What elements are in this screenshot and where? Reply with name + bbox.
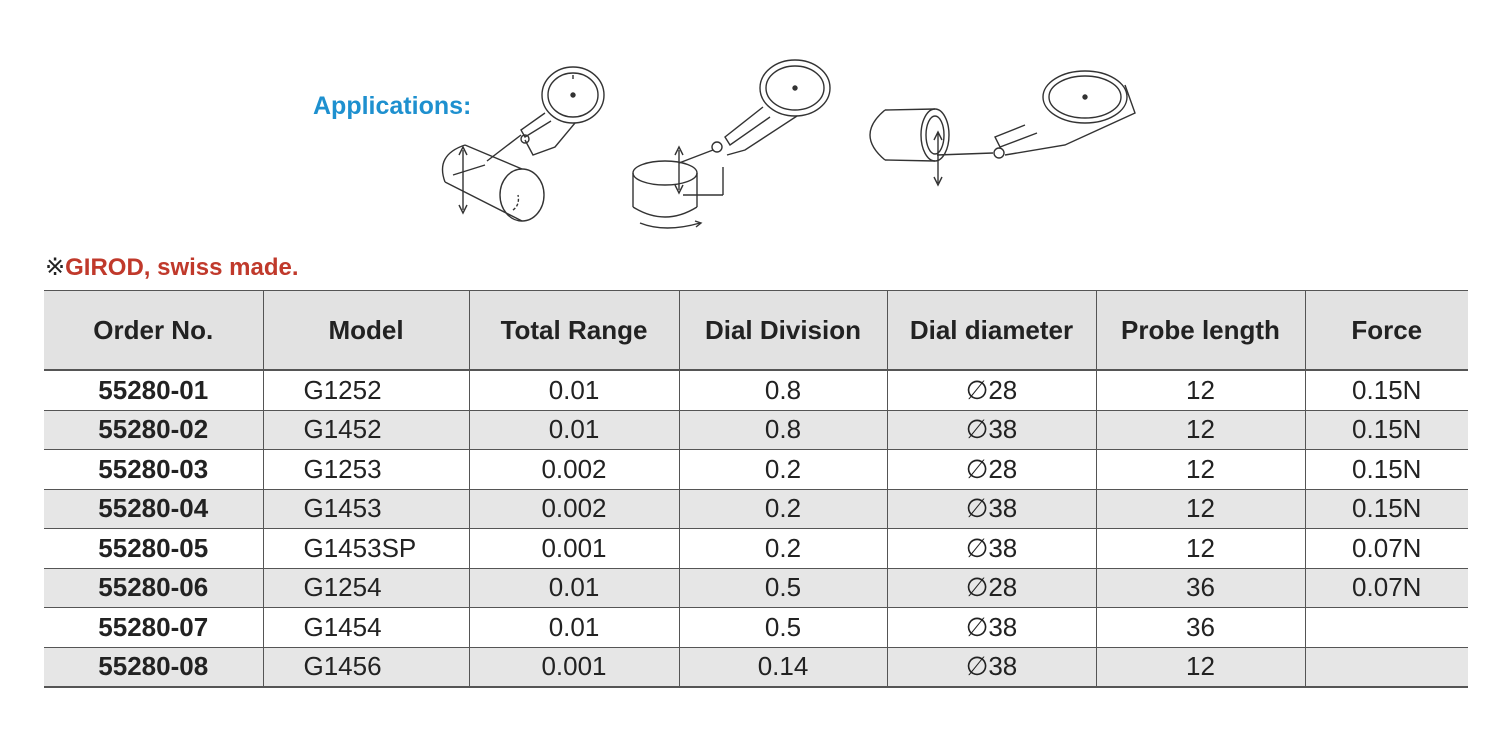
column-header-probe-length: Probe length <box>1095 290 1305 371</box>
column-header-dial-division: Dial Division <box>678 290 887 371</box>
table-row: 55280-06 G1254 0.01 0.5 ∅28 36 0.07N <box>44 568 1468 608</box>
table-header-row: Order No. Model Total Range Dial Divisio… <box>44 290 1468 371</box>
applications-label: Applications: <box>313 92 472 120</box>
probe-length-cell: 12 <box>1095 647 1305 688</box>
force-cell: 0.07N <box>1304 528 1468 569</box>
dial-division-cell: 0.8 <box>678 370 887 411</box>
origin-note-text: GIROD, swiss made. <box>65 254 299 281</box>
dial-diameter-cell: ∅28 <box>886 568 1096 608</box>
model-cell: G1456 <box>262 647 469 688</box>
table-row: 55280-07 G1454 0.01 0.5 ∅38 36 <box>44 607 1468 648</box>
dial-diameter-cell: ∅28 <box>886 370 1096 411</box>
total-range-cell: 0.001 <box>468 647 679 688</box>
table-row: 55280-03 G1253 0.002 0.2 ∅28 12 0.15N <box>44 449 1468 490</box>
force-cell: 0.15N <box>1304 489 1468 529</box>
order-no-cell: 55280-01 <box>44 370 263 411</box>
origin-note: ※GIROD, swiss made. <box>45 253 299 282</box>
total-range-cell: 0.01 <box>468 568 679 608</box>
dial-division-cell: 0.2 <box>678 489 887 529</box>
model-cell: G1253 <box>262 449 469 490</box>
dial-diameter-cell: ∅38 <box>886 607 1096 648</box>
order-no-cell: 55280-05 <box>44 528 263 569</box>
dial-diameter-cell: ∅38 <box>886 489 1096 529</box>
force-cell: 0.15N <box>1304 449 1468 490</box>
force-cell: 0.15N <box>1304 370 1468 411</box>
column-header-force: Force <box>1304 290 1468 371</box>
model-cell: G1254 <box>262 568 469 608</box>
dial-diameter-cell: ∅38 <box>886 410 1096 450</box>
probe-length-cell: 12 <box>1095 410 1305 450</box>
reference-mark-icon: ※ <box>45 254 66 281</box>
column-header-dial-diameter: Dial diameter <box>886 290 1096 371</box>
dial-indicator-in-bore-icon <box>869 70 1136 187</box>
model-cell: G1454 <box>262 607 469 648</box>
table-row: 55280-08 G1456 0.001 0.14 ∅38 12 <box>44 647 1468 688</box>
total-range-cell: 0.001 <box>468 528 679 569</box>
model-cell: G1453SP <box>262 528 469 569</box>
total-range-cell: 0.01 <box>468 410 679 450</box>
dial-division-cell: 0.8 <box>678 410 887 450</box>
table-row: 55280-05 G1453SP 0.001 0.2 ∅38 12 0.07N <box>44 528 1468 569</box>
force-cell <box>1304 647 1468 688</box>
column-header-total-range: Total Range <box>468 290 679 371</box>
probe-length-cell: 12 <box>1095 528 1305 569</box>
order-no-cell: 55280-07 <box>44 607 263 648</box>
order-no-cell: 55280-02 <box>44 410 263 450</box>
order-no-cell: 55280-03 <box>44 449 263 490</box>
specification-table: Order No. Model Total Range Dial Divisio… <box>44 290 1468 688</box>
total-range-cell: 0.002 <box>468 489 679 529</box>
dial-division-cell: 0.2 <box>678 449 887 490</box>
table-row: 55280-04 G1453 0.002 0.2 ∅38 12 0.15N <box>44 489 1468 529</box>
column-header-model: Model <box>262 290 469 371</box>
dial-division-cell: 0.2 <box>678 528 887 569</box>
probe-length-cell: 12 <box>1095 370 1305 411</box>
order-no-cell: 55280-08 <box>44 647 263 688</box>
force-cell: 0.15N <box>1304 410 1468 450</box>
dial-diameter-cell: ∅28 <box>886 449 1096 490</box>
dial-diameter-cell: ∅38 <box>886 528 1096 569</box>
model-cell: G1252 <box>262 370 469 411</box>
probe-length-cell: 12 <box>1095 449 1305 490</box>
order-no-cell: 55280-04 <box>44 489 263 529</box>
total-range-cell: 0.01 <box>468 370 679 411</box>
probe-length-cell: 36 <box>1095 568 1305 608</box>
dial-indicator-on-cylinder-icon <box>441 66 605 222</box>
dial-division-cell: 0.5 <box>678 568 887 608</box>
force-cell <box>1304 607 1468 648</box>
column-header-order-no: Order No. <box>44 290 263 371</box>
total-range-cell: 0.01 <box>468 607 679 648</box>
dial-diameter-cell: ∅38 <box>886 647 1096 688</box>
order-no-cell: 55280-06 <box>44 568 263 608</box>
probe-length-cell: 36 <box>1095 607 1305 648</box>
applications-illustrations <box>441 59 1136 229</box>
model-cell: G1452 <box>262 410 469 450</box>
dial-division-cell: 0.14 <box>678 647 887 688</box>
total-range-cell: 0.002 <box>468 449 679 490</box>
dial-indicator-on-disc-icon <box>632 59 831 229</box>
model-cell: G1453 <box>262 489 469 529</box>
dial-division-cell: 0.5 <box>678 607 887 648</box>
table-row: 55280-02 G1452 0.01 0.8 ∅38 12 0.15N <box>44 410 1468 450</box>
table-row: 55280-01 G1252 0.01 0.8 ∅28 12 0.15N <box>44 370 1468 411</box>
force-cell: 0.07N <box>1304 568 1468 608</box>
probe-length-cell: 12 <box>1095 489 1305 529</box>
